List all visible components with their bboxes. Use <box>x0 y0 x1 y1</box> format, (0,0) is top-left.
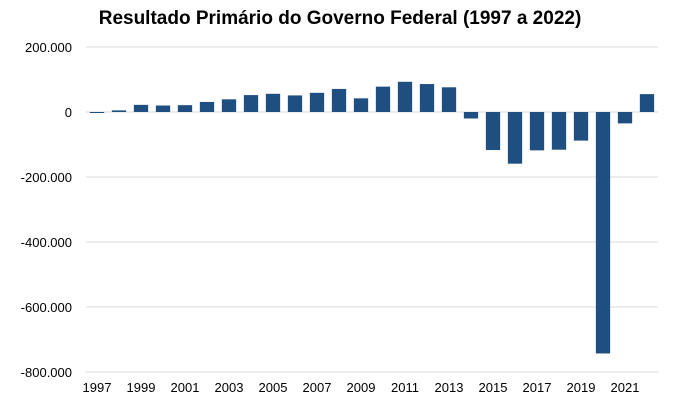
bar-1998 <box>111 110 127 113</box>
x-tick-label: 2017 <box>523 380 552 395</box>
bar-2017 <box>529 112 545 151</box>
bar-2010 <box>375 86 391 112</box>
bar-2011 <box>397 81 413 112</box>
x-tick-label: 2015 <box>479 380 508 395</box>
bar-2014 <box>463 112 479 119</box>
bar-2012 <box>419 84 435 112</box>
x-tick-label: 2013 <box>435 380 464 395</box>
x-axis-ticks: 1997 1999 2001 2003 2005 2007 2009 2011 2013 2015… <box>83 380 640 395</box>
y-tick-label: -200.000 <box>21 170 72 185</box>
bar-2003 <box>221 99 237 112</box>
x-tick-label: 1997 <box>83 380 112 395</box>
bar-2019 <box>573 112 589 141</box>
y-tick-label: -400.000 <box>21 235 72 250</box>
bar-2002 <box>199 101 215 112</box>
bar-2018 <box>551 112 567 150</box>
y-tick-label: 0 <box>65 105 72 120</box>
bar-2006 <box>287 95 303 112</box>
bar-2022 <box>639 94 655 113</box>
x-tick-label: 2003 <box>215 380 244 395</box>
bar-2005 <box>265 93 281 112</box>
bar-2021 <box>617 112 633 124</box>
chart-title: Resultado Primário do Governo Federal (1… <box>98 8 582 29</box>
bars <box>89 81 655 354</box>
bar-2007 <box>309 92 325 112</box>
x-tick-label: 2011 <box>391 380 419 395</box>
x-tick-label: 2005 <box>259 380 288 395</box>
x-tick-label: 2019 <box>567 380 596 395</box>
y-tick-label: 200.000 <box>25 40 72 55</box>
y-tick-label: -800.000 <box>21 365 72 380</box>
x-tick-label: 2021 <box>611 380 640 395</box>
y-axis-ticks: 200.000 0 -200.000 -400.000 -600.000 -800.000 <box>21 40 72 380</box>
gridlines <box>86 46 658 373</box>
x-tick-label: 2001 <box>171 380 200 395</box>
x-tick-label: 2009 <box>347 380 376 395</box>
bar-2008 <box>331 88 347 112</box>
bar-2015 <box>485 112 501 151</box>
bar-2004 <box>243 95 259 112</box>
bar-1997 <box>89 112 105 113</box>
bar-2009 <box>353 98 369 112</box>
x-tick-label: 2007 <box>303 380 332 395</box>
bar-2001 <box>177 105 193 112</box>
bar-1999 <box>133 104 149 112</box>
y-tick-label: -600.000 <box>21 300 72 315</box>
x-tick-label: 1999 <box>127 380 156 395</box>
bar-2013 <box>441 87 457 112</box>
bar-2016 <box>507 112 523 164</box>
bar-2000 <box>155 105 171 112</box>
bar-2020 <box>595 112 611 354</box>
